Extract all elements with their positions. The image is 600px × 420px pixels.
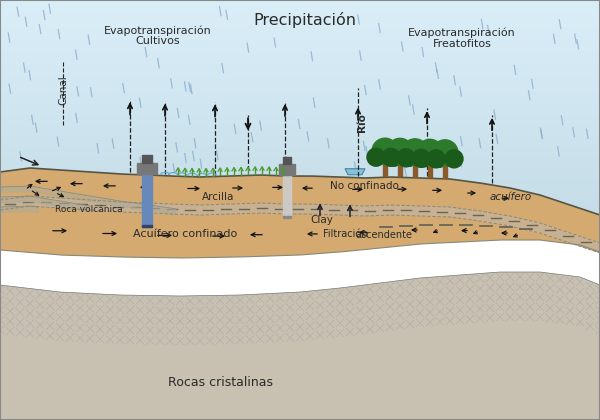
Polygon shape — [0, 168, 600, 243]
Text: Evapotranspiración: Evapotranspiración — [104, 25, 212, 36]
Circle shape — [402, 139, 428, 165]
Text: acuífero: acuífero — [490, 192, 532, 202]
Text: Roca volcánica: Roca volcánica — [55, 205, 122, 214]
Text: Rocas cristalinas: Rocas cristalinas — [167, 375, 272, 389]
Text: Evapotranspiración: Evapotranspiración — [408, 28, 516, 39]
Text: No confinado: No confinado — [330, 181, 399, 191]
Circle shape — [432, 140, 458, 166]
Text: Cultivos: Cultivos — [136, 36, 181, 46]
Text: ascendente: ascendente — [355, 230, 412, 240]
Circle shape — [417, 139, 443, 165]
Polygon shape — [0, 196, 600, 253]
Text: Acuífero confinado: Acuífero confinado — [133, 229, 237, 239]
Text: Canal: Canal — [58, 75, 68, 105]
Circle shape — [387, 138, 413, 164]
Circle shape — [427, 150, 445, 168]
Polygon shape — [0, 206, 600, 258]
Polygon shape — [0, 272, 600, 420]
Circle shape — [372, 138, 398, 164]
Circle shape — [367, 148, 385, 166]
Text: Río: Río — [357, 113, 367, 132]
Circle shape — [400, 148, 418, 166]
Text: Freatofitos: Freatofitos — [433, 39, 491, 49]
Circle shape — [397, 149, 415, 167]
Text: Arcilla: Arcilla — [202, 192, 234, 202]
Circle shape — [385, 148, 403, 166]
Circle shape — [415, 149, 433, 167]
Circle shape — [430, 150, 448, 167]
Text: Filtración: Filtración — [323, 228, 367, 239]
Circle shape — [412, 150, 430, 167]
Text: Precipitación: Precipitación — [254, 12, 356, 28]
Text: Clay: Clay — [310, 215, 333, 225]
Circle shape — [445, 150, 463, 168]
Polygon shape — [345, 169, 365, 175]
Circle shape — [382, 148, 400, 166]
